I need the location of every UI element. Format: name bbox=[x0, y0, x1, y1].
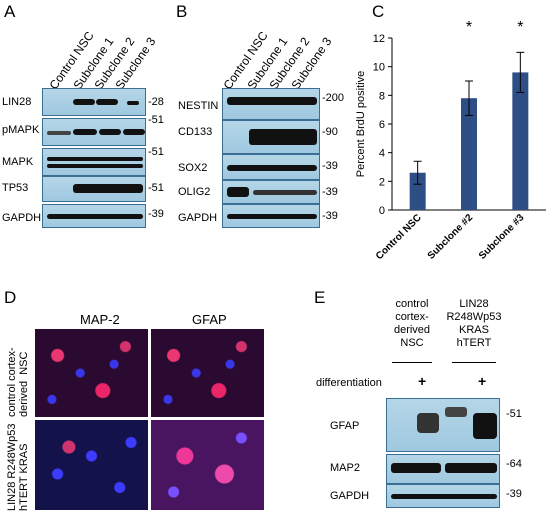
panel-b-row-sox2: SOX2 bbox=[178, 162, 208, 174]
panel-a-mw-lin28: -28 bbox=[148, 96, 164, 108]
panel-a-blot-gapdh bbox=[42, 204, 146, 228]
micrograph-control-gfap bbox=[150, 328, 265, 418]
micrograph-lin28-map2 bbox=[34, 419, 149, 511]
category-label-0: Control NSC bbox=[374, 212, 424, 262]
panel-a-blot-tp53 bbox=[42, 176, 146, 202]
panel-a-blot-pmapk bbox=[42, 118, 146, 146]
panel-a-row-pmapk: pMAPK bbox=[2, 124, 40, 136]
panel-b-letter: B bbox=[176, 2, 188, 21]
significance-star-2: * bbox=[517, 20, 523, 36]
panel-b-row-olig2: OLIG2 bbox=[178, 186, 211, 198]
panel-b-blot-gapdh bbox=[222, 204, 320, 228]
panel-e-col-control: control cortex- derived NSC bbox=[393, 298, 431, 349]
significance-star-1: * bbox=[466, 20, 472, 36]
panel-e-col-lin28: LIN28 R248Wp53 KRAS hTERT bbox=[446, 298, 502, 349]
bar-2 bbox=[512, 72, 529, 211]
y-tick-label-5: 10 bbox=[373, 62, 385, 74]
y-tick-label-1: 2 bbox=[379, 176, 385, 188]
panel-b-row-nestin: NESTIN bbox=[178, 100, 219, 112]
panel-e-letter: E bbox=[314, 288, 326, 307]
panel-b-mw-sox2: -39 bbox=[322, 160, 338, 172]
panel-b-mw-olig2: -39 bbox=[322, 186, 338, 198]
category-label-1: Subclone #2 bbox=[426, 212, 476, 262]
micrograph-lin28-gfap bbox=[150, 419, 265, 511]
panel-a-letter: A bbox=[4, 2, 16, 21]
y-tick-label-2: 4 bbox=[379, 148, 385, 160]
panel-e-blot-gfap bbox=[386, 398, 500, 452]
y-axis-label: Percent BrdU positive bbox=[355, 71, 367, 177]
panel-a-row-gapdh: GAPDH bbox=[2, 212, 42, 224]
panel-c-letter: C bbox=[372, 2, 385, 21]
panel-b-row-gapdh: GAPDH bbox=[178, 212, 218, 224]
panel-a-mw-pmapk: -51 bbox=[148, 114, 164, 126]
panel-e-differentiation: differentiation bbox=[316, 377, 382, 389]
y-tick-label-0: 0 bbox=[379, 205, 385, 217]
panel-a-row-tp53: TP53 bbox=[2, 182, 29, 194]
panel-a-blot-mapk bbox=[42, 148, 146, 176]
panel-e-blot-map2 bbox=[386, 454, 500, 484]
panel-b-mw-cd133: -90 bbox=[322, 126, 338, 138]
panel-a-mw-gapdh: -39 bbox=[148, 208, 164, 220]
bar-0 bbox=[409, 172, 426, 210]
panel-d-row-control: control cortex- derived NSC bbox=[6, 325, 30, 417]
panel-a-row-mapk: MAPK bbox=[2, 156, 34, 168]
panel-a-mw-tp53: -51 bbox=[148, 182, 164, 194]
panel-a-mw-mapk: -51 bbox=[148, 146, 164, 158]
panel-e-line-1 bbox=[392, 362, 432, 363]
panel-d-row-lin28: LIN28 R248Wp53 hTERT KRAS bbox=[6, 417, 30, 511]
panel-e-row-map2: MAP2 bbox=[330, 462, 360, 474]
micrograph-control-map2 bbox=[34, 328, 149, 418]
panel-e-mw-gapdh: -39 bbox=[506, 488, 522, 500]
panel-a-blot-lin28 bbox=[42, 88, 146, 116]
panel-e-blot-gapdh bbox=[386, 484, 500, 508]
panel-e-mw-map2: -64 bbox=[506, 458, 522, 470]
y-tick-label-4: 8 bbox=[379, 90, 385, 102]
panel-b-mw-nestin: -200 bbox=[322, 92, 345, 104]
panel-e-row-gapdh: GAPDH bbox=[330, 490, 370, 502]
panel-e-line-2 bbox=[452, 362, 496, 363]
panel-b-blot-sox2 bbox=[222, 154, 320, 180]
y-tick-label-3: 6 bbox=[379, 119, 385, 131]
panel-b-mw-gapdh: -39 bbox=[322, 210, 338, 222]
bar-1 bbox=[461, 98, 477, 210]
panel-d-col-map2: MAP-2 bbox=[80, 312, 120, 327]
panel-e-plus-2: + bbox=[478, 373, 487, 389]
panel-d-row-lin28-text: LIN28 R248Wp53 hTERT KRAS bbox=[6, 423, 30, 511]
y-tick-label-6: 12 bbox=[373, 33, 385, 45]
panel-d-col-gfap: GFAP bbox=[192, 312, 227, 327]
panel-e-mw-gfap: -51 bbox=[506, 408, 522, 420]
panel-d-letter: D bbox=[4, 288, 17, 307]
panel-b-blot-nestin bbox=[222, 88, 320, 120]
panel-b-blot-olig2 bbox=[222, 180, 320, 204]
brdu-bar-chart: 0 2 4 6 8 10 12 Percent BrdU positive Control NS… bbox=[355, 20, 546, 262]
panel-e-plus-1: + bbox=[418, 373, 427, 389]
panel-e-row-gfap: GFAP bbox=[330, 420, 360, 432]
panel-a-row-lin28: LIN28 bbox=[2, 96, 32, 108]
category-label-2: Subclone #3 bbox=[477, 212, 527, 262]
panel-b-blot-cd133 bbox=[222, 120, 320, 154]
panel-b-row-cd133: CD133 bbox=[178, 126, 213, 138]
panel-d-row-control-text: control cortex- derived NSC bbox=[6, 347, 30, 417]
